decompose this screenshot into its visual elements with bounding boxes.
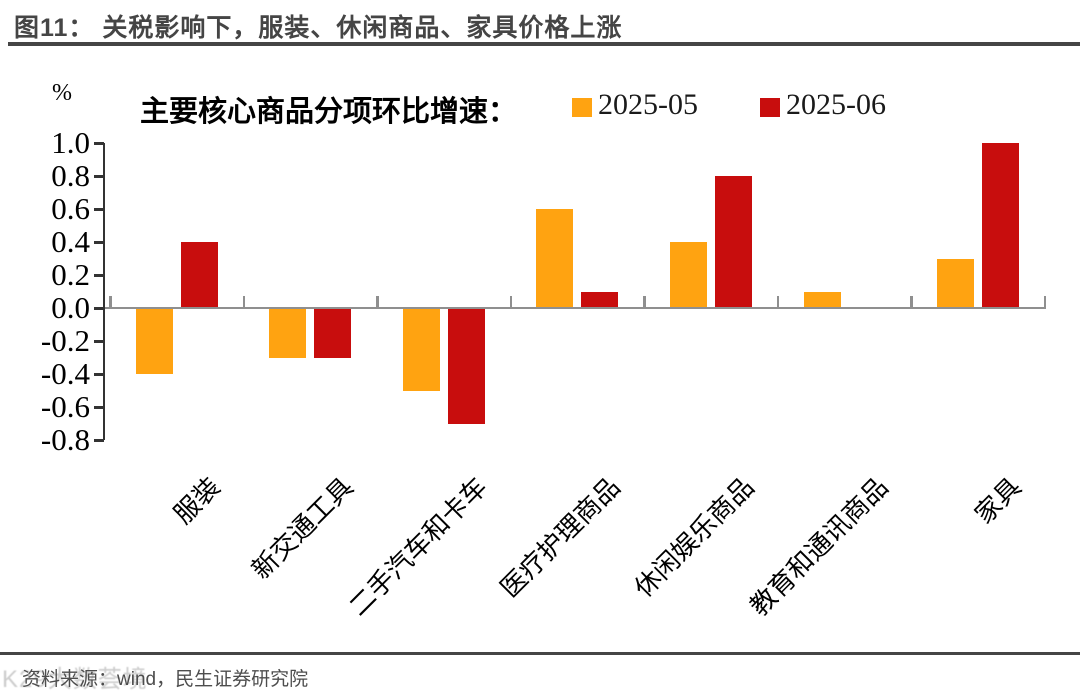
source-note: 资料来源：wind，民生证券研究院 <box>22 669 309 690</box>
x-category-label-教育和通讯商品: 教育和通讯商品 <box>744 472 894 622</box>
bar-2025-05-医疗护理商品 <box>536 209 574 308</box>
bar-2025-05-家具 <box>937 258 975 308</box>
x-axis-tick <box>776 295 780 307</box>
y-axis-tick <box>94 208 104 211</box>
legend-label: 2025-05 <box>598 88 698 121</box>
watermark-text: K29大数荟境 <box>2 666 148 693</box>
x-axis-tick <box>376 295 379 307</box>
y-axis-tick <box>94 142 104 145</box>
bar-2025-05-新交通工具 <box>269 308 307 358</box>
x-category-label-新交通工具: 新交通工具 <box>246 472 360 585</box>
y-axis-tick <box>94 406 104 409</box>
bar-2025-06-二手汽车和卡车 <box>447 308 485 424</box>
bar-2025-06-休闲娱乐商品 <box>715 176 753 308</box>
legend-label: 2025-06 <box>786 88 886 121</box>
y-tick-label: 0.6 <box>51 191 90 226</box>
y-axis-tick <box>94 241 104 244</box>
x-category-label-服装: 服装 <box>168 472 226 530</box>
x-category-label-休闲娱乐商品: 休闲娱乐商品 <box>629 472 760 604</box>
x-axis-tick <box>242 295 246 307</box>
y-axis-tick <box>94 373 104 376</box>
y-tick-label: -0.2 <box>40 323 90 358</box>
legend-swatch-icon <box>760 98 780 117</box>
y-tick-label: -0.4 <box>40 356 90 391</box>
y-axis-unit-label: % <box>52 80 72 106</box>
y-tick-label: 0.0 <box>51 290 90 325</box>
bar-2025-05-服装 <box>135 308 173 374</box>
y-tick-label: 0.4 <box>51 224 90 259</box>
y-axis-tick <box>94 307 104 310</box>
bar-2025-05-二手汽车和卡车 <box>402 308 440 391</box>
x-axis-tick <box>1043 295 1047 307</box>
x-axis-tick <box>509 295 513 307</box>
header-divider <box>8 42 1080 46</box>
bar-2025-06-医疗护理商品 <box>581 291 619 308</box>
plot-area <box>94 142 1047 442</box>
y-tick-label: 0.8 <box>51 158 90 193</box>
y-tick-label: 1.0 <box>51 125 90 160</box>
y-axis-tick <box>94 175 104 178</box>
x-axis-tick <box>910 295 913 307</box>
bar-2025-06-新交通工具 <box>314 308 352 358</box>
figure-title: 图11： 关税影响下，服装、休闲商品、家具价格上涨 <box>14 14 623 42</box>
x-category-label-二手汽车和卡车: 二手汽车和卡车 <box>343 472 493 622</box>
x-category-label-医疗护理商品: 医疗护理商品 <box>495 472 627 604</box>
bar-2025-05-教育和通讯商品 <box>803 291 841 308</box>
chart-title: 主要核心商品分项环比增速： <box>140 96 518 128</box>
y-tick-label: -0.8 <box>40 422 90 457</box>
y-tick-label: 0.2 <box>51 257 90 292</box>
y-axis-tick <box>94 439 104 442</box>
x-category-label-家具: 家具 <box>969 472 1027 530</box>
footer-divider <box>0 652 1080 655</box>
zero-baseline <box>105 306 1046 309</box>
y-axis-tick <box>94 340 104 343</box>
x-axis-tick <box>109 295 112 307</box>
bar-2025-06-服装 <box>180 242 218 308</box>
legend-swatch-icon <box>572 98 592 117</box>
x-axis-tick <box>643 295 646 307</box>
y-axis-tick <box>94 274 104 277</box>
y-tick-label: -0.6 <box>40 389 90 424</box>
bar-2025-06-家具 <box>982 143 1020 308</box>
bar-2025-05-休闲娱乐商品 <box>670 242 708 308</box>
